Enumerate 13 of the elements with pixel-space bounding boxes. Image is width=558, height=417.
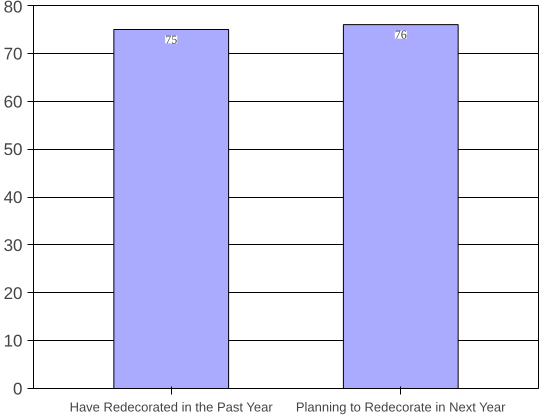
y-tick-label: 30 (4, 236, 23, 255)
y-tick-label: 20 (4, 284, 23, 303)
y-tick-label: 10 (4, 332, 23, 351)
y-tick-label: 0 (13, 380, 23, 398)
data-label: 75 (165, 32, 178, 46)
y-tick-label: 50 (4, 140, 23, 160)
y-tick-label: 60 (4, 92, 23, 112)
data-label: 76 (394, 28, 407, 42)
x-tick-label: Planning to Redecorate in Next Year (296, 400, 506, 414)
y-tick-label: 70 (4, 44, 23, 64)
y-tick-label: 80 (4, 0, 23, 16)
y-tick-label: 40 (4, 188, 23, 207)
x-tick-label: Have Redecorated in the Past Year (70, 400, 274, 414)
